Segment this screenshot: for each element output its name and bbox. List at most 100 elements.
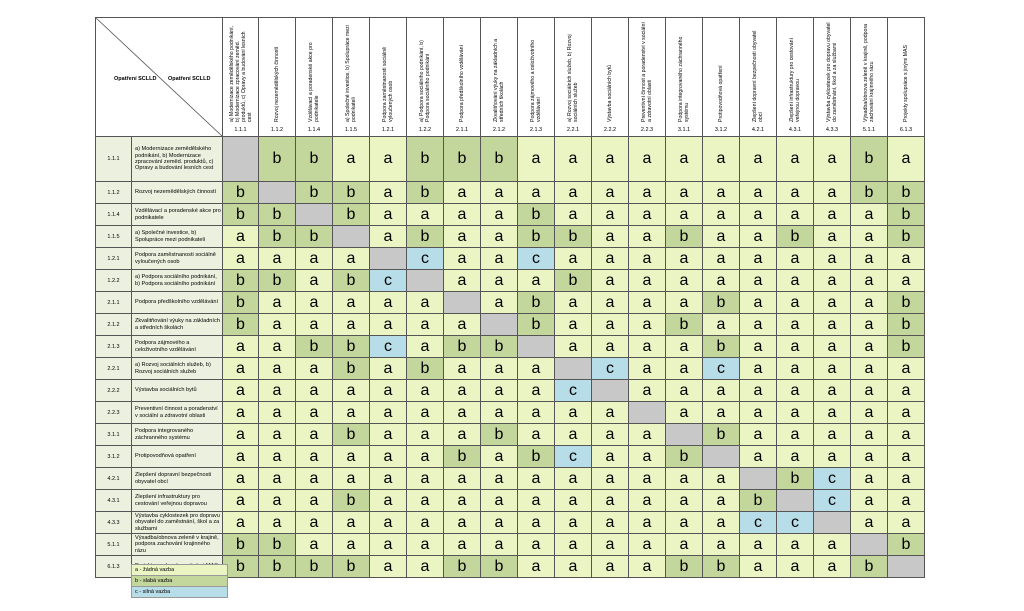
matrix-cell: a bbox=[222, 467, 259, 490]
matrix-cell: a bbox=[739, 533, 777, 556]
matrix-cell: a bbox=[591, 291, 629, 314]
table-row: 3.1.1 Podpora integrovaného záchranného s… bbox=[95, 423, 925, 446]
matrix-cell: a bbox=[258, 445, 296, 468]
matrix-cell: c bbox=[369, 269, 407, 292]
corner-right-label: Opatření SCLLD bbox=[168, 76, 211, 82]
matrix-cell: a bbox=[665, 379, 703, 402]
matrix-cell: b bbox=[222, 291, 259, 314]
matrix-cell: a bbox=[258, 489, 296, 512]
column-title: Protipovodňová opatření bbox=[718, 65, 724, 122]
matrix-cell: b bbox=[332, 269, 370, 292]
column-code: 2.2.2 bbox=[603, 127, 617, 133]
row-code: 2.1.2 bbox=[95, 313, 132, 336]
column-code: 3.1.1 bbox=[677, 127, 691, 133]
column-code: 2.1.2 bbox=[492, 127, 506, 133]
row-label: Protipovodňová opatření bbox=[131, 445, 223, 468]
matrix-cell: a bbox=[628, 335, 666, 358]
row-label: Výstavba cyklostezek pro dopravu obyvate… bbox=[131, 511, 223, 534]
matrix-cell: a bbox=[591, 269, 629, 292]
matrix-cell-self bbox=[887, 555, 925, 578]
matrix-cell: a bbox=[702, 511, 740, 534]
matrix-cell: a bbox=[702, 269, 740, 292]
row-code: 1.1.4 bbox=[95, 203, 132, 226]
matrix-cell: b bbox=[554, 269, 592, 292]
row-label: Podpora zaměstnanosti sociálně vyloučený… bbox=[131, 247, 223, 270]
matrix-cell: a bbox=[702, 247, 740, 270]
matrix-cell-self bbox=[702, 445, 740, 468]
column-code: 3.1.2 bbox=[714, 127, 728, 133]
matrix-cell: a bbox=[628, 313, 666, 336]
column-title: Výsadba/obnova zeleně v krajině, podpora… bbox=[863, 23, 875, 122]
matrix-cell: b bbox=[480, 136, 518, 182]
matrix-cell: b bbox=[258, 136, 296, 182]
matrix-cell: a bbox=[813, 445, 851, 468]
header-row: Opatření SCLLD Opatření SCLLD a) Moderni… bbox=[95, 17, 925, 137]
matrix-cell: a bbox=[702, 225, 740, 248]
matrix-cell: a bbox=[850, 445, 888, 468]
matrix-cell: a bbox=[332, 401, 370, 424]
matrix-cell: a bbox=[480, 401, 518, 424]
matrix-cell: b bbox=[887, 533, 925, 556]
matrix-cell: a bbox=[887, 269, 925, 292]
matrix-cell: a bbox=[443, 225, 481, 248]
matrix-cell: c bbox=[776, 511, 814, 534]
column-title: a) Podpora sociálního podnikání, b) Podp… bbox=[419, 40, 431, 122]
matrix-cell: a bbox=[850, 401, 888, 424]
matrix-cell: a bbox=[222, 423, 259, 446]
legend-item-b: b - slabá vazba bbox=[131, 575, 228, 587]
matrix-cell: a bbox=[517, 423, 555, 446]
matrix-cell: a bbox=[295, 379, 333, 402]
column-header: Projekty spolupráce s jinými MAS 6.1.3 bbox=[887, 17, 925, 137]
matrix-cell: a bbox=[850, 247, 888, 270]
row-code: 4.3.1 bbox=[95, 489, 132, 512]
row-label: a) Podpora sociálního podnikání, b) Podp… bbox=[131, 269, 223, 292]
matrix-cell: a bbox=[813, 247, 851, 270]
matrix-cell: a bbox=[295, 247, 333, 270]
matrix-cell: a bbox=[554, 423, 592, 446]
matrix-cell: a bbox=[406, 533, 444, 556]
matrix-cell: a bbox=[813, 401, 851, 424]
matrix-cell: a bbox=[295, 291, 333, 314]
matrix-cell: b bbox=[517, 445, 555, 468]
matrix-cell: b bbox=[887, 203, 925, 226]
matrix-cell: a bbox=[258, 467, 296, 490]
matrix-cell: b bbox=[702, 291, 740, 314]
matrix-cell: a bbox=[258, 313, 296, 336]
column-header: Podpora zájmového a celoživotního vzdělá… bbox=[517, 17, 555, 137]
matrix-cell: a bbox=[554, 555, 592, 578]
column-header: Rozvoj nezemědělských činností 1.1.2 bbox=[258, 17, 296, 137]
matrix-cell: a bbox=[776, 423, 814, 446]
matrix-cell: b bbox=[480, 423, 518, 446]
matrix-cell: a bbox=[628, 136, 666, 182]
matrix-cell: b bbox=[332, 555, 370, 578]
matrix-cell: b bbox=[258, 203, 296, 226]
matrix-cell: a bbox=[628, 181, 666, 204]
matrix-cell: a bbox=[850, 203, 888, 226]
matrix-cell: a bbox=[554, 467, 592, 490]
matrix-cell: a bbox=[813, 313, 851, 336]
row-label: Zlepšení infrastruktury pro cestování ve… bbox=[131, 489, 223, 512]
matrix-cell: a bbox=[850, 357, 888, 380]
matrix-cell: a bbox=[813, 225, 851, 248]
matrix-cell: a bbox=[369, 489, 407, 512]
matrix-cell: b bbox=[222, 313, 259, 336]
column-code: 2.2.3 bbox=[640, 127, 654, 133]
matrix-cell: a bbox=[850, 335, 888, 358]
matrix-cell: a bbox=[813, 379, 851, 402]
matrix-cell: a bbox=[369, 445, 407, 468]
corner-left-label: Opatření SCLLD bbox=[114, 76, 157, 82]
matrix-cell: a bbox=[628, 225, 666, 248]
matrix-cell: a bbox=[591, 247, 629, 270]
row-code: 1.1.2 bbox=[95, 181, 132, 204]
matrix-cell: a bbox=[739, 203, 777, 226]
matrix-cell: a bbox=[332, 313, 370, 336]
matrix-cell: a bbox=[813, 423, 851, 446]
matrix-cell-self bbox=[591, 379, 629, 402]
matrix-cell: a bbox=[776, 401, 814, 424]
matrix-cell: a bbox=[850, 313, 888, 336]
matrix-cell: a bbox=[517, 269, 555, 292]
row-code: 2.2.2 bbox=[95, 379, 132, 402]
column-header: a) Rozvoj sociálních služeb, b) Rozvoj s… bbox=[554, 17, 592, 137]
row-label: Zkvalitňování výuky na základních a stře… bbox=[131, 313, 223, 336]
column-title: Vzdělávací a poradenské akce pro podnika… bbox=[308, 42, 320, 122]
